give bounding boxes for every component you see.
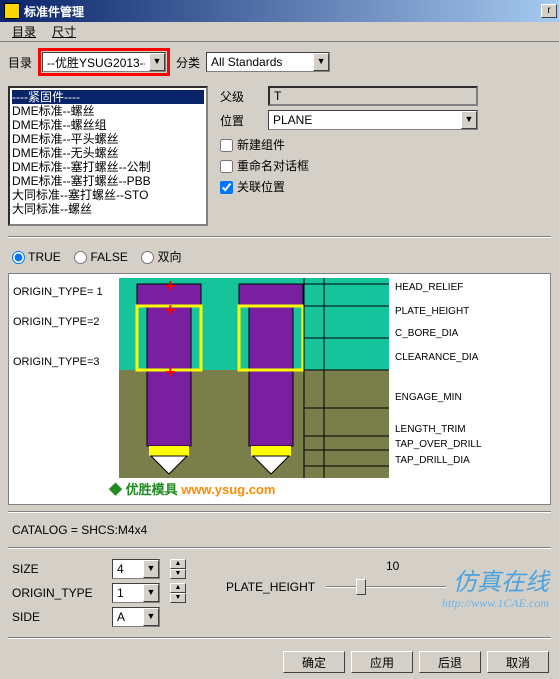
size-combo[interactable]: ▼ bbox=[112, 559, 160, 579]
parent-label: 父级 bbox=[220, 88, 260, 105]
dlabel-4: ENGAGE_MIN bbox=[395, 392, 462, 403]
screw-svg: + + + bbox=[119, 278, 389, 481]
svg-text:+: + bbox=[165, 362, 176, 382]
back-button[interactable]: 后退 bbox=[419, 651, 481, 673]
dlabel-0: HEAD_RELIEF bbox=[395, 282, 463, 293]
list-item[interactable]: 大同标准--螺丝 bbox=[12, 202, 204, 216]
window-title: 标准件管理 bbox=[24, 3, 541, 20]
radio-true[interactable]: TRUE bbox=[12, 250, 61, 264]
dir-input[interactable] bbox=[43, 53, 149, 71]
chk-rename-box[interactable] bbox=[220, 160, 233, 173]
chevron-down-icon[interactable]: ▼ bbox=[313, 53, 329, 71]
dlabel-6: TAP_OVER_DRILL bbox=[395, 439, 482, 450]
dir-combo[interactable]: ▼ bbox=[42, 52, 166, 72]
origin3-label: ORIGIN_TYPE=3 bbox=[13, 356, 100, 368]
app-icon bbox=[4, 3, 20, 19]
catalog-text: CATALOG = SHCS:M4x4 bbox=[0, 519, 559, 541]
class-input[interactable] bbox=[207, 53, 313, 71]
class-label: 分类 bbox=[176, 54, 200, 71]
dlabel-3: CLEARANCE_DIA bbox=[395, 352, 478, 363]
parent-field[interactable] bbox=[268, 86, 478, 106]
ph-value: 10 bbox=[386, 559, 446, 573]
chk-linkpos-box[interactable] bbox=[220, 181, 233, 194]
tree-list[interactable]: ----紧固件----DME标准--螺丝DME标准--螺丝组DME标准--平头螺… bbox=[8, 86, 208, 226]
radio-row: TRUE FALSE 双向 bbox=[0, 244, 559, 269]
slider-track bbox=[326, 586, 446, 588]
dir-label: 目录 bbox=[8, 54, 32, 71]
chevron-down-icon[interactable]: ▼ bbox=[143, 584, 159, 602]
origin1-label: ORIGIN_TYPE= 1 bbox=[13, 286, 103, 298]
dlabel-1: PLATE_HEIGHT bbox=[395, 306, 469, 317]
ot-spin[interactable]: ▲▼ bbox=[170, 583, 186, 603]
diagram: ORIGIN_TYPE= 1 ORIGIN_TYPE=2 ORIGIN_TYPE… bbox=[8, 273, 551, 505]
chk-newcomp-box[interactable] bbox=[220, 139, 233, 152]
tab-bar: 目录 尺寸 bbox=[0, 22, 559, 42]
chevron-down-icon[interactable]: ▼ bbox=[143, 560, 159, 578]
diagram-svg: + + + bbox=[119, 278, 389, 478]
tab-catalog[interactable]: 目录 bbox=[4, 21, 44, 42]
ph-slider[interactable] bbox=[326, 577, 446, 597]
ph-label: PLATE_HEIGHT bbox=[226, 580, 316, 594]
list-item[interactable]: DME标准--平头螺丝 bbox=[12, 132, 204, 146]
dlabel-5: LENGTH_TRIM bbox=[395, 424, 466, 435]
params: SIZE ▼ ▲▼ ORIGIN_TYPE ▼ ▲▼ SIDE ▼ 10 PLA… bbox=[0, 555, 559, 631]
chk-newcomp[interactable]: 新建组件 bbox=[220, 136, 551, 153]
titlebar: 标准件管理 r bbox=[0, 0, 559, 22]
logo-text: ◆ 优胜模具 www.ysug.com bbox=[109, 479, 275, 498]
svg-text:+: + bbox=[165, 300, 176, 320]
divider bbox=[8, 236, 551, 238]
chk-rename[interactable]: 重命名对话框 bbox=[220, 157, 551, 174]
dlabel-2: C_BORE_DIA bbox=[395, 328, 458, 339]
list-item[interactable]: 大同标准--塞打螺丝--STO bbox=[12, 188, 204, 202]
slider-thumb[interactable] bbox=[356, 579, 366, 595]
svg-text:+: + bbox=[165, 278, 176, 296]
highlight-box: ▼ bbox=[38, 48, 170, 76]
pos-label: 位置 bbox=[220, 112, 260, 129]
chevron-down-icon[interactable]: ▼ bbox=[461, 111, 477, 129]
chevron-down-icon[interactable]: ▼ bbox=[143, 608, 159, 626]
ot-label: ORIGIN_TYPE bbox=[12, 586, 102, 600]
list-item[interactable]: DME标准--无头螺丝 bbox=[12, 146, 204, 160]
radio-both[interactable]: 双向 bbox=[141, 250, 181, 264]
dlabel-7: TAP_DRILL_DIA bbox=[395, 455, 470, 466]
chevron-down-icon[interactable]: ▼ bbox=[149, 53, 165, 71]
filter-row: 目录 ▼ 分类 ▼ bbox=[0, 42, 559, 82]
list-item[interactable]: ----紧固件---- bbox=[12, 90, 204, 104]
mid-section: ----紧固件----DME标准--螺丝DME标准--螺丝组DME标准--平头螺… bbox=[0, 82, 559, 230]
checkboxes: 新建组件 重命名对话框 关联位置 bbox=[220, 136, 551, 195]
divider bbox=[8, 637, 551, 639]
origin2-label: ORIGIN_TYPE=2 bbox=[13, 316, 100, 328]
close-button[interactable]: r bbox=[541, 4, 557, 18]
chk-linkpos[interactable]: 关联位置 bbox=[220, 178, 551, 195]
apply-button[interactable]: 应用 bbox=[351, 651, 413, 673]
divider bbox=[8, 547, 551, 549]
radio-false[interactable]: FALSE bbox=[74, 250, 128, 264]
list-item[interactable]: DME标准--螺丝 bbox=[12, 104, 204, 118]
list-item[interactable]: DME标准--塞打螺丝--公制 bbox=[12, 160, 204, 174]
pos-input[interactable] bbox=[269, 111, 461, 129]
size-label: SIZE bbox=[12, 562, 102, 576]
list-item[interactable]: DME标准--螺丝组 bbox=[12, 118, 204, 132]
right-pane: 父级 位置 ▼ 新建组件 重命名对话框 关联位置 bbox=[220, 86, 551, 226]
side-combo[interactable]: ▼ bbox=[112, 607, 160, 627]
leaf-icon: ◆ bbox=[109, 482, 122, 497]
side-label: SIDE bbox=[12, 610, 102, 624]
divider bbox=[8, 511, 551, 513]
size-spin[interactable]: ▲▼ bbox=[170, 559, 186, 579]
tab-size[interactable]: 尺寸 bbox=[44, 21, 84, 42]
cancel-button[interactable]: 取消 bbox=[487, 651, 549, 673]
class-combo[interactable]: ▼ bbox=[206, 52, 330, 72]
ok-button[interactable]: 确定 bbox=[283, 651, 345, 673]
ot-combo[interactable]: ▼ bbox=[112, 583, 160, 603]
button-row: 确定 应用 后退 取消 bbox=[0, 645, 559, 679]
pos-combo[interactable]: ▼ bbox=[268, 110, 478, 130]
list-item[interactable]: DME标准--塞打螺丝--PBB bbox=[12, 174, 204, 188]
